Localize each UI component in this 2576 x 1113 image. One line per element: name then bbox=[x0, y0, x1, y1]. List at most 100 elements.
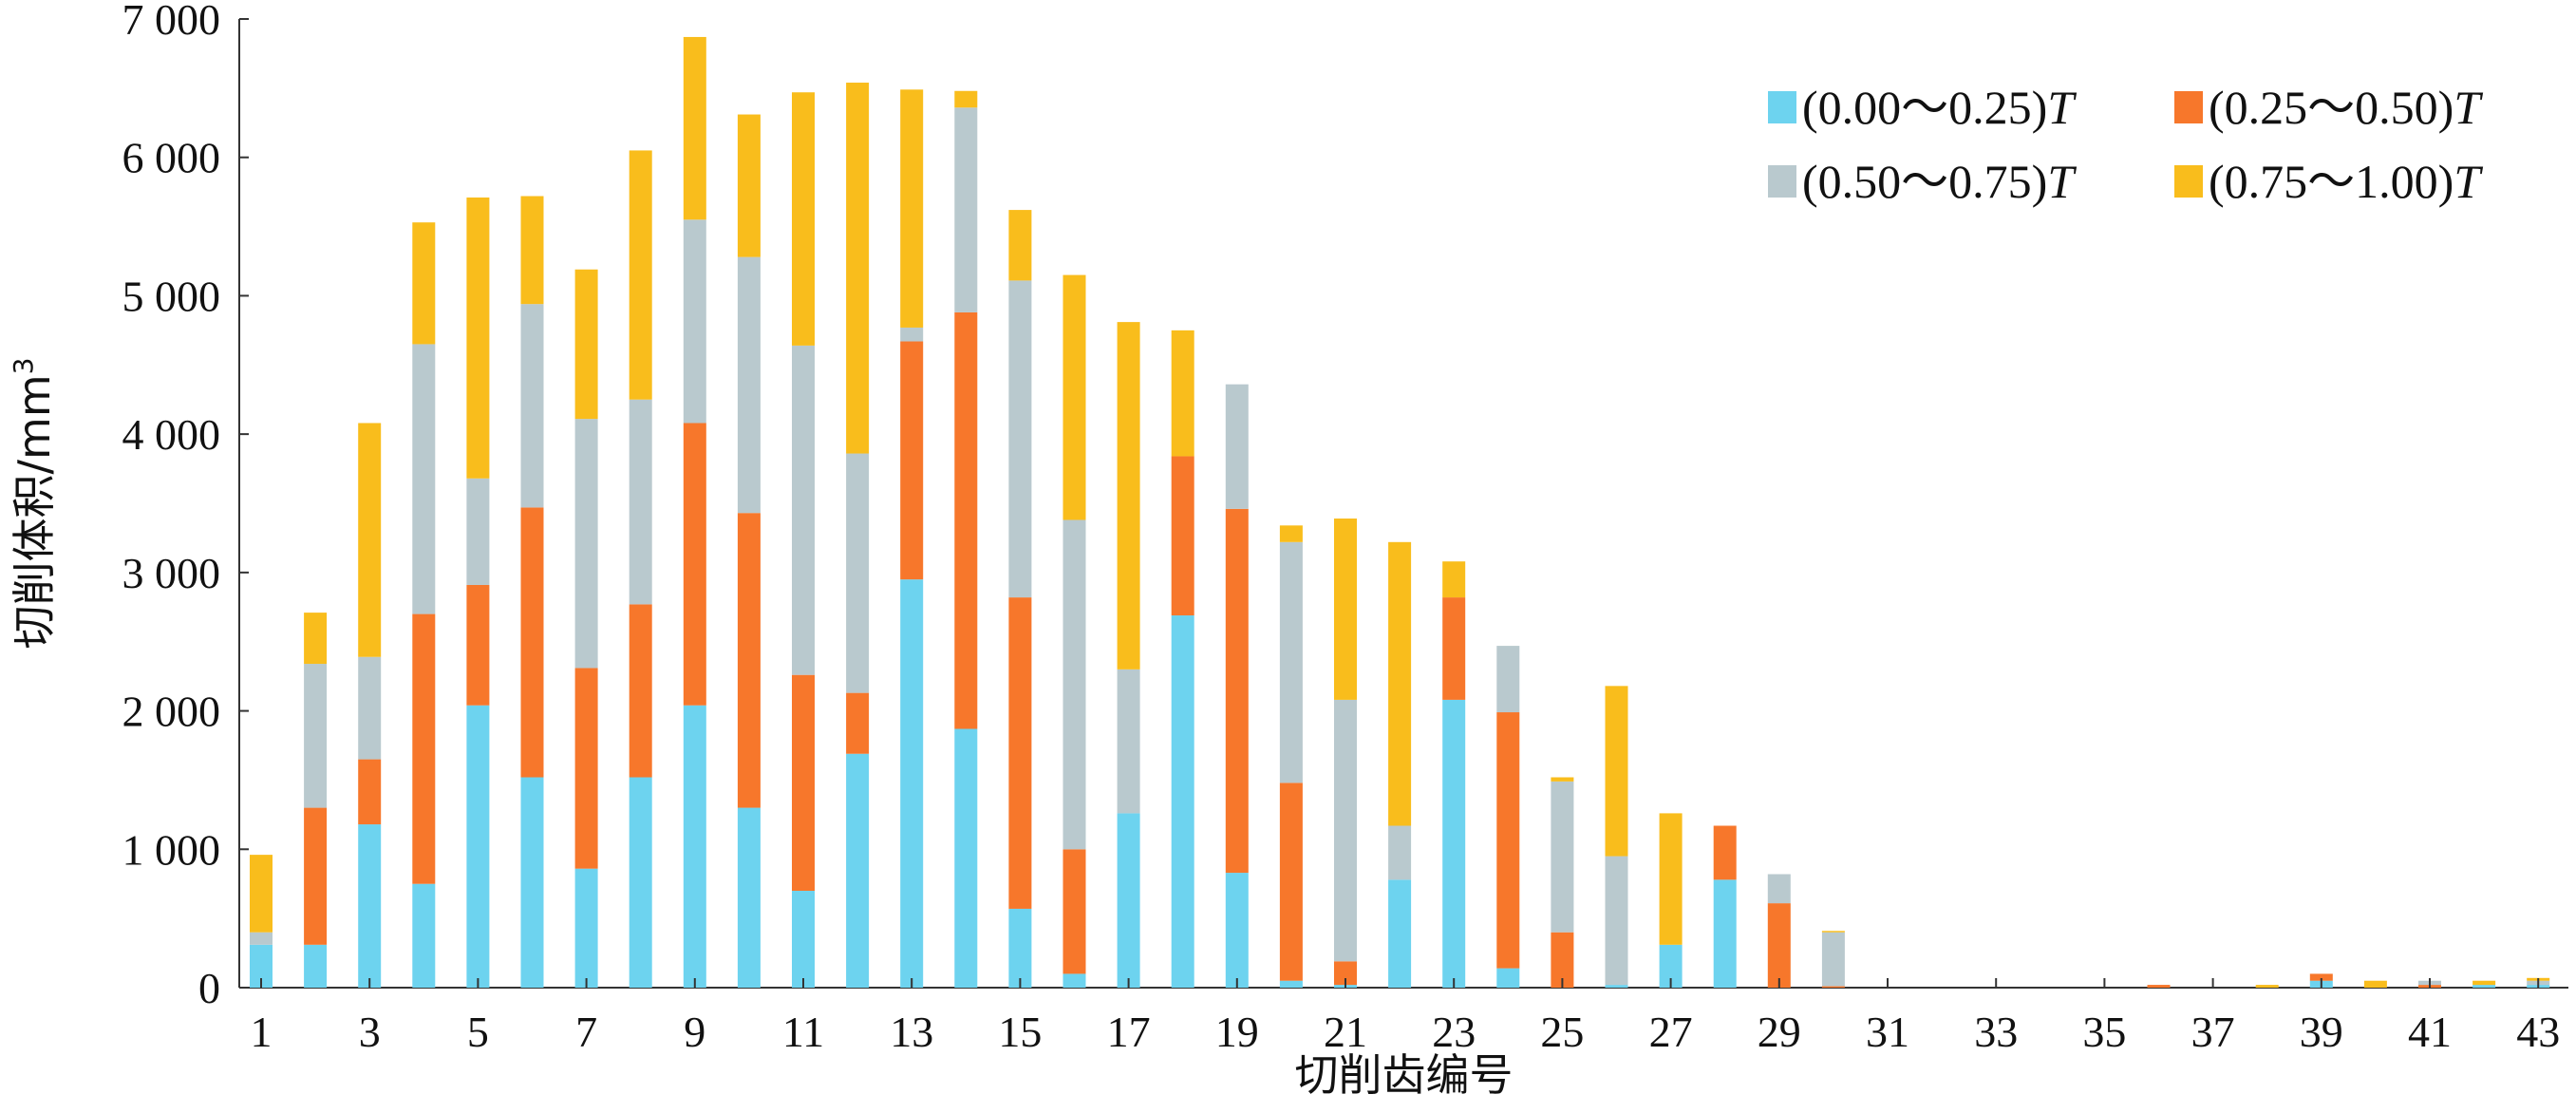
legend-swatch-2 bbox=[2174, 91, 2203, 123]
bar-segment-s1-tooth-7 bbox=[574, 868, 598, 988]
bar-segment-s1-tooth-5 bbox=[466, 705, 490, 988]
bar-segment-s3-tooth-19 bbox=[1225, 384, 1249, 509]
bar-segment-s3-tooth-5 bbox=[466, 478, 490, 585]
bar-segment-s1-tooth-14 bbox=[954, 728, 978, 988]
bar-segment-s3-tooth-20 bbox=[1279, 541, 1303, 783]
x-tick-label: 39 bbox=[2300, 1008, 2343, 1056]
bar-segment-s2-tooth-11 bbox=[792, 674, 815, 891]
x-tick-label: 1 bbox=[251, 1008, 273, 1056]
x-tick-label: 23 bbox=[1432, 1008, 1476, 1056]
bar-segment-s4-tooth-25 bbox=[1551, 777, 1574, 782]
bar-segment-s1-tooth-18 bbox=[1171, 615, 1194, 988]
x-tick-label: 43 bbox=[2516, 1008, 2560, 1056]
bar-segment-s3-tooth-22 bbox=[1388, 825, 1412, 880]
bar-segment-s1-tooth-19 bbox=[1225, 873, 1249, 988]
legend-label-2: (0.25～0.50)T bbox=[2209, 81, 2483, 134]
bar-segment-s1-tooth-17 bbox=[1117, 813, 1140, 988]
x-axis-title: 切削齿编号 bbox=[1295, 1049, 1514, 1101]
bar-segment-s3-tooth-3 bbox=[358, 656, 382, 760]
bar-segment-s4-tooth-7 bbox=[574, 269, 598, 420]
x-tick-label: 3 bbox=[359, 1008, 381, 1056]
bar-segment-s1-tooth-26 bbox=[1605, 985, 1628, 988]
y-tick-label: 3 000 bbox=[122, 549, 221, 597]
bar-segment-s2-tooth-24 bbox=[1496, 712, 1520, 969]
bar-segment-s3-tooth-9 bbox=[683, 219, 706, 424]
legend-swatch-1 bbox=[1768, 91, 1796, 123]
x-tick-label: 33 bbox=[1974, 1008, 2018, 1056]
bar-segment-s4-tooth-30 bbox=[1821, 931, 1845, 933]
bar-segment-s3-tooth-4 bbox=[412, 344, 436, 614]
bar-segment-s1-tooth-22 bbox=[1388, 879, 1412, 988]
y-tick-label: 2 000 bbox=[122, 688, 221, 736]
bar-segment-s1-tooth-28 bbox=[1713, 879, 1737, 988]
legend-label-1: (0.00～0.25)T bbox=[1802, 81, 2077, 134]
legend-label-4: (0.75～1.00)T bbox=[2209, 155, 2483, 208]
y-tick-label: 4 000 bbox=[122, 410, 221, 459]
bar-segment-s2-tooth-6 bbox=[520, 507, 544, 778]
x-tick-label: 41 bbox=[2408, 1008, 2452, 1056]
y-axis-title-superscript: 3 bbox=[8, 358, 39, 375]
bar-segment-s3-tooth-14 bbox=[954, 107, 978, 312]
bar-segment-s2-tooth-8 bbox=[629, 604, 652, 778]
bar-segment-s4-tooth-18 bbox=[1171, 330, 1194, 457]
bar-segment-s1-tooth-23 bbox=[1442, 699, 1466, 988]
bar-segment-s3-tooth-7 bbox=[574, 419, 598, 669]
bar-segment-s1-tooth-4 bbox=[412, 883, 436, 988]
bar-segment-s3-tooth-15 bbox=[1008, 280, 1032, 598]
bar-segment-s4-tooth-22 bbox=[1388, 541, 1412, 826]
bar-segment-s4-tooth-40 bbox=[2363, 980, 2387, 988]
bar-segment-s4-tooth-20 bbox=[1279, 525, 1303, 542]
x-tick-label: 27 bbox=[1649, 1008, 1693, 1056]
bar-segment-s1-tooth-12 bbox=[846, 753, 870, 988]
bar-segment-s4-tooth-3 bbox=[358, 423, 382, 657]
bar-segment-s3-tooth-24 bbox=[1496, 646, 1520, 713]
bar-segment-s3-tooth-11 bbox=[792, 345, 815, 675]
bar-segment-s4-tooth-15 bbox=[1008, 210, 1032, 281]
y-axis-title-main: 切削体积/mm bbox=[9, 374, 60, 649]
bar-segment-s2-tooth-36 bbox=[2147, 985, 2171, 988]
bar-segment-s2-tooth-16 bbox=[1062, 849, 1086, 974]
bar-segment-s4-tooth-2 bbox=[304, 613, 328, 665]
bar-segment-s3-tooth-12 bbox=[846, 453, 870, 693]
bar-segment-s3-tooth-2 bbox=[304, 664, 328, 808]
bar-segment-s4-tooth-1 bbox=[250, 855, 273, 933]
x-tick-label: 37 bbox=[2191, 1008, 2235, 1056]
bar-segment-s1-tooth-20 bbox=[1279, 980, 1303, 988]
bar-segment-s1-tooth-11 bbox=[792, 891, 815, 988]
bar-segment-s2-tooth-12 bbox=[846, 692, 870, 754]
bar-segment-s2-tooth-4 bbox=[412, 613, 436, 884]
bar-segment-s3-tooth-13 bbox=[900, 327, 924, 342]
bar-segment-s3-tooth-16 bbox=[1062, 519, 1086, 850]
bar-segment-s3-tooth-17 bbox=[1117, 669, 1140, 814]
bar-segment-s3-tooth-25 bbox=[1551, 781, 1574, 933]
bar-segment-s2-tooth-15 bbox=[1008, 597, 1032, 909]
bar-segment-s1-tooth-8 bbox=[629, 777, 652, 988]
bar-segment-s1-tooth-3 bbox=[358, 824, 382, 988]
bar-segment-s2-tooth-9 bbox=[683, 423, 706, 706]
bar-segment-s4-tooth-27 bbox=[1659, 813, 1683, 945]
bar-segment-s4-tooth-6 bbox=[520, 196, 544, 305]
bar-segment-s2-tooth-14 bbox=[954, 311, 978, 729]
y-tick-label: 6 000 bbox=[122, 134, 221, 182]
bar-segment-s1-tooth-16 bbox=[1062, 973, 1086, 988]
bar-segment-s4-tooth-10 bbox=[737, 114, 761, 257]
bar-segment-s2-tooth-29 bbox=[1767, 903, 1791, 988]
bar-segment-s2-tooth-30 bbox=[1821, 986, 1845, 988]
bar-segment-s4-tooth-42 bbox=[2473, 980, 2496, 986]
bar-segment-s1-tooth-15 bbox=[1008, 908, 1032, 988]
bars-layer bbox=[250, 36, 2550, 988]
bar-segment-s3-tooth-8 bbox=[629, 399, 652, 605]
y-tick-label: 0 bbox=[198, 964, 220, 1012]
x-tick-label: 7 bbox=[575, 1008, 597, 1056]
bar-segment-s4-tooth-23 bbox=[1442, 561, 1466, 598]
bar-segment-s3-tooth-1 bbox=[250, 932, 273, 945]
legend-label-3: (0.50～0.75)T bbox=[1802, 155, 2077, 208]
y-tick-label: 5 000 bbox=[122, 272, 221, 320]
y-tick-label: 1 000 bbox=[122, 825, 221, 874]
y-axis-title: 切削体积/mm3 bbox=[8, 358, 60, 650]
x-tick-label: 5 bbox=[467, 1008, 489, 1056]
bar-segment-s1-tooth-13 bbox=[900, 579, 924, 988]
bar-segment-s4-tooth-13 bbox=[900, 89, 924, 328]
